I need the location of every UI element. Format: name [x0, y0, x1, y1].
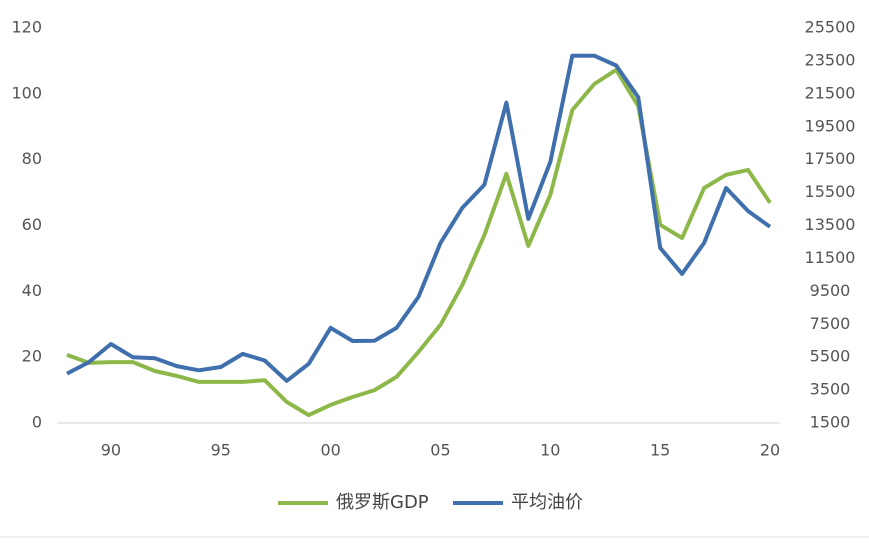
series-line [66, 53, 772, 383]
y-tick-label: 120 [11, 18, 42, 37]
y2-tick-label: 11500 [805, 248, 856, 267]
y2-tick-label: 19500 [805, 116, 856, 135]
y-tick-label: 20 [22, 347, 42, 366]
y-tick-label: 40 [22, 281, 42, 300]
y2-tick-label: 5500 [810, 347, 851, 366]
y2-tick-label: 9500 [810, 281, 851, 300]
y2-tick-label: 13500 [805, 215, 856, 234]
y2-tick-label: 7500 [810, 314, 851, 333]
x-tick-label: 10 [540, 441, 560, 460]
legend-label: 平均油价 [511, 492, 583, 513]
x-tick-label: 00 [320, 441, 340, 460]
y2-tick-label: 15500 [805, 182, 856, 201]
legend-label: 俄罗斯GDP [336, 492, 429, 513]
y2-tick-label: 23500 [805, 50, 856, 69]
y2-tick-label: 1500 [810, 413, 851, 432]
y2-tick-label: 25500 [805, 18, 856, 37]
y2-tick-label: 17500 [805, 149, 856, 168]
y2-tick-label: 21500 [805, 83, 856, 102]
y-tick-label: 80 [22, 149, 42, 168]
y-tick-label: 0 [32, 413, 42, 432]
y-tick-label: 100 [11, 83, 42, 102]
x-tick-label: 20 [760, 441, 780, 460]
x-tick-label: 05 [430, 441, 450, 460]
x-tick-label: 90 [101, 441, 121, 460]
x-tick-label: 95 [211, 441, 231, 460]
x-tick-label: 15 [650, 441, 670, 460]
y2-tick-label: 3500 [810, 380, 851, 399]
y-tick-label: 60 [22, 215, 42, 234]
